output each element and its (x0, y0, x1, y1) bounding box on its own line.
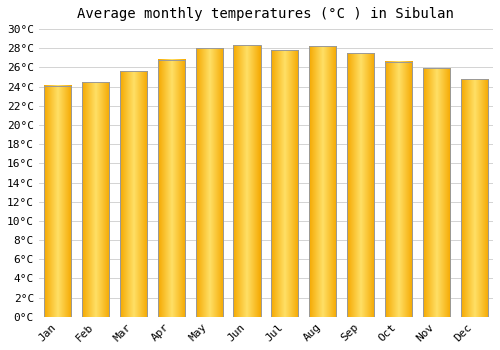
Bar (309, 46, 336, 317)
Bar (196, 48, 223, 317)
Bar (234, 46, 260, 317)
Bar (347, 53, 374, 317)
Title: Average monthly temperatures (°C ) in Sibulan: Average monthly temperatures (°C ) in Si… (78, 7, 454, 21)
Bar (460, 79, 488, 317)
Bar (385, 62, 412, 317)
Bar (422, 68, 450, 317)
Bar (44, 86, 72, 317)
Bar (271, 50, 298, 317)
Bar (82, 82, 109, 317)
Bar (120, 71, 147, 317)
Bar (158, 60, 185, 317)
